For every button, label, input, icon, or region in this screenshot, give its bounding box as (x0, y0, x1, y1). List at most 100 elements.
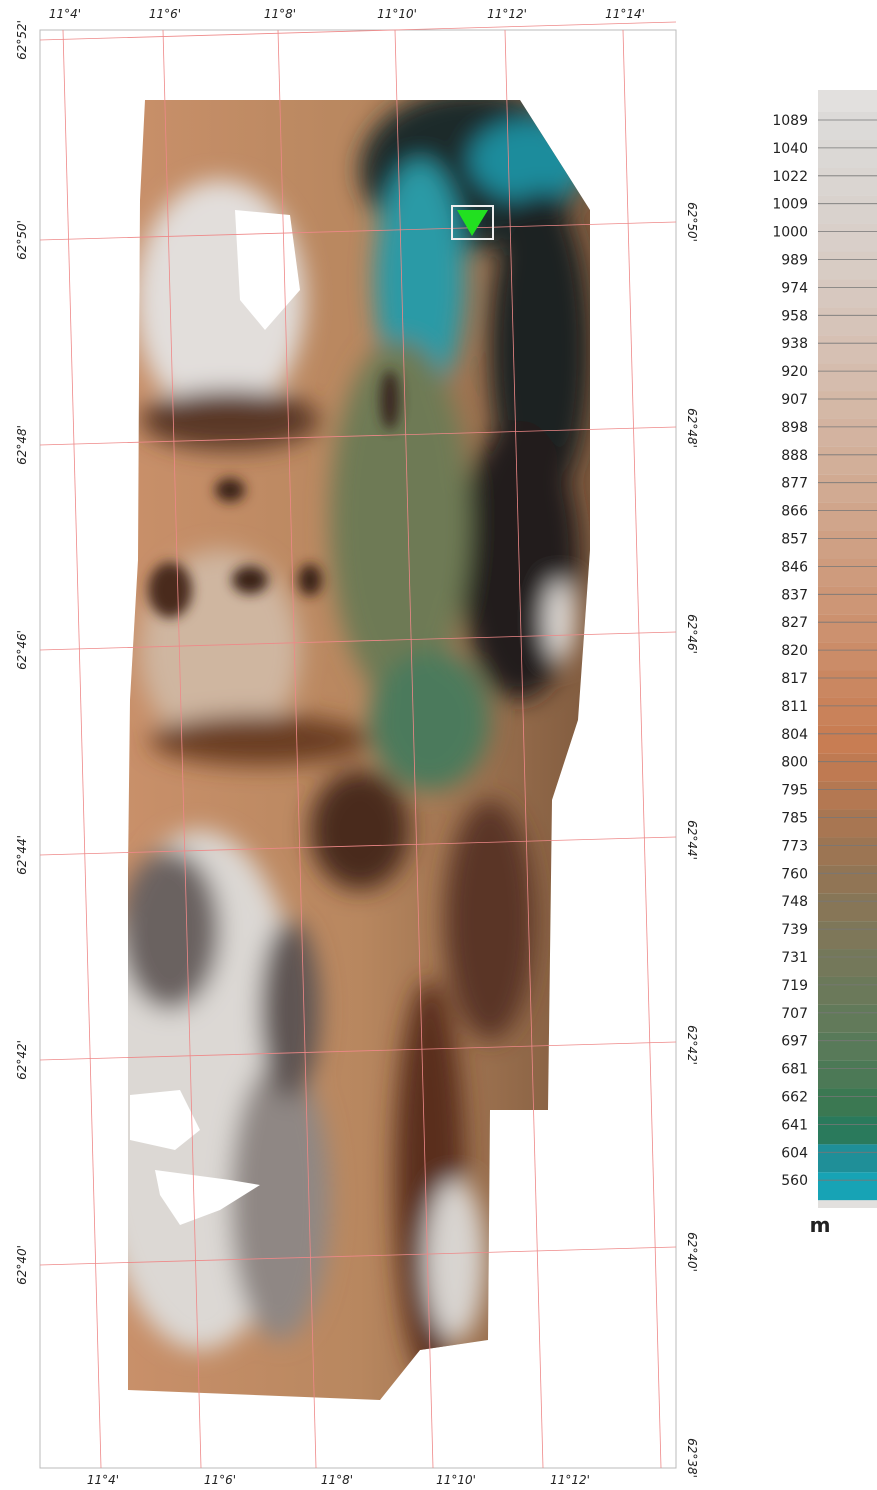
legend-swatch (818, 168, 877, 196)
legend-label: 877 (781, 476, 808, 492)
legend-label: 958 (781, 308, 808, 324)
legend-swatch (818, 1089, 877, 1117)
legend-swatch (818, 363, 877, 391)
legend-label: 662 (781, 1090, 808, 1106)
legend-swatch (818, 558, 877, 586)
left-latitude: 62°52' (15, 20, 29, 60)
legend-swatch (818, 1033, 877, 1061)
legend-swatch (818, 642, 877, 670)
left-latitude: 62°46' (15, 630, 29, 670)
legend-swatch (818, 586, 877, 614)
legend-label: 707 (781, 1006, 808, 1022)
right-latitude: 62°44' (685, 820, 699, 860)
legend-label: 866 (781, 504, 808, 520)
legend-label: 785 (781, 811, 808, 827)
legend-label: 773 (781, 838, 808, 854)
right-latitude: 62°48' (685, 408, 699, 448)
legend-swatch (818, 893, 877, 921)
legend-swatch (818, 531, 877, 559)
left-latitude: 62°44' (15, 835, 29, 875)
legend-label: 857 (781, 532, 808, 548)
legend-label: 907 (781, 392, 808, 408)
bottom-longitude: 11°10' (436, 1473, 476, 1487)
legend-swatch (818, 810, 877, 838)
legend-swatch (818, 726, 877, 754)
top-longitude: 11°8' (264, 7, 296, 21)
legend-label: 731 (781, 950, 808, 966)
page: 11°4'11°6'11°8'11°10'11°12'11°14'11°4'11… (0, 0, 877, 1490)
legend-label: 920 (781, 364, 808, 380)
legend-label: 681 (781, 1062, 808, 1078)
legend-swatch (818, 1116, 877, 1144)
legend-unit: m (810, 1213, 831, 1237)
legend-label: 719 (781, 978, 808, 994)
legend-swatch (818, 837, 877, 865)
left-latitude: 62°40' (15, 1245, 29, 1285)
legend-label: 837 (781, 587, 808, 603)
legend-swatch (818, 865, 877, 893)
legend-label: 739 (781, 922, 808, 938)
legend-swatch (818, 224, 877, 252)
legend-label: 898 (781, 420, 808, 436)
right-latitude: 62°50' (685, 202, 699, 242)
legend-swatch (818, 391, 877, 419)
legend-swatch (818, 307, 877, 335)
legend-swatch (818, 419, 877, 447)
legend-label: 1000 (772, 225, 808, 241)
legend-swatch (818, 1061, 877, 1089)
legend-swatch (818, 754, 877, 782)
bottom-longitude: 11°4' (87, 1473, 119, 1487)
bottom-longitude: 11°6' (204, 1473, 236, 1487)
legend-label: 846 (781, 559, 808, 575)
top-longitude: 11°12' (487, 7, 527, 21)
right-latitude: 62°40' (685, 1232, 699, 1272)
top-longitude: 11°6' (149, 7, 181, 21)
legend-swatch (818, 196, 877, 224)
legend-label: 641 (781, 1117, 808, 1133)
legend-label: 820 (781, 643, 808, 659)
legend-label: 604 (781, 1145, 808, 1161)
legend-swatch (818, 140, 877, 168)
legend-swatch (818, 670, 877, 698)
right-latitude: 62°42' (685, 1025, 699, 1065)
legend-label: 560 (781, 1173, 808, 1189)
legend-swatch (818, 1144, 877, 1172)
legend-swatch (818, 1172, 877, 1200)
legend-label: 817 (781, 671, 808, 687)
legend-swatch (818, 782, 877, 810)
legend-swatch (818, 921, 877, 949)
legend-swatch (818, 949, 877, 977)
left-latitude: 62°42' (15, 1040, 29, 1080)
legend-label: 888 (781, 448, 808, 464)
legend-label: 760 (781, 866, 808, 882)
legend-swatch (818, 252, 877, 280)
legend-label: 1040 (772, 141, 808, 157)
legend-label: 811 (781, 699, 808, 715)
legend-swatch (818, 614, 877, 642)
top-longitude: 11°14' (605, 7, 645, 21)
bottom-longitude: 11°12' (550, 1473, 590, 1487)
legend-label: 748 (781, 894, 808, 910)
legend-label: 697 (781, 1034, 808, 1050)
legend-label: 989 (781, 253, 808, 269)
legend-swatch (818, 503, 877, 531)
left-latitude: 62°48' (15, 425, 29, 465)
legend-swatch (818, 1005, 877, 1033)
legend: 1089104010221009100098997495893892090789… (772, 112, 877, 1200)
legend-label: 974 (781, 280, 808, 296)
legend-swatch (818, 112, 877, 140)
legend-swatch (818, 698, 877, 726)
legend-label: 1022 (772, 169, 808, 185)
legend-swatch (818, 279, 877, 307)
left-latitude: 62°50' (15, 220, 29, 260)
legend-label: 800 (781, 755, 808, 771)
legend-swatch (818, 977, 877, 1005)
top-longitude: 11°10' (377, 7, 417, 21)
legend-swatch (818, 335, 877, 363)
legend-label: 795 (781, 783, 808, 799)
bottom-longitude: 11°8' (321, 1473, 353, 1487)
legend-label: 938 (781, 336, 808, 352)
right-latitude: 62°46' (685, 614, 699, 654)
legend-label: 804 (781, 727, 808, 743)
right-latitude: 62°38' (685, 1438, 699, 1478)
